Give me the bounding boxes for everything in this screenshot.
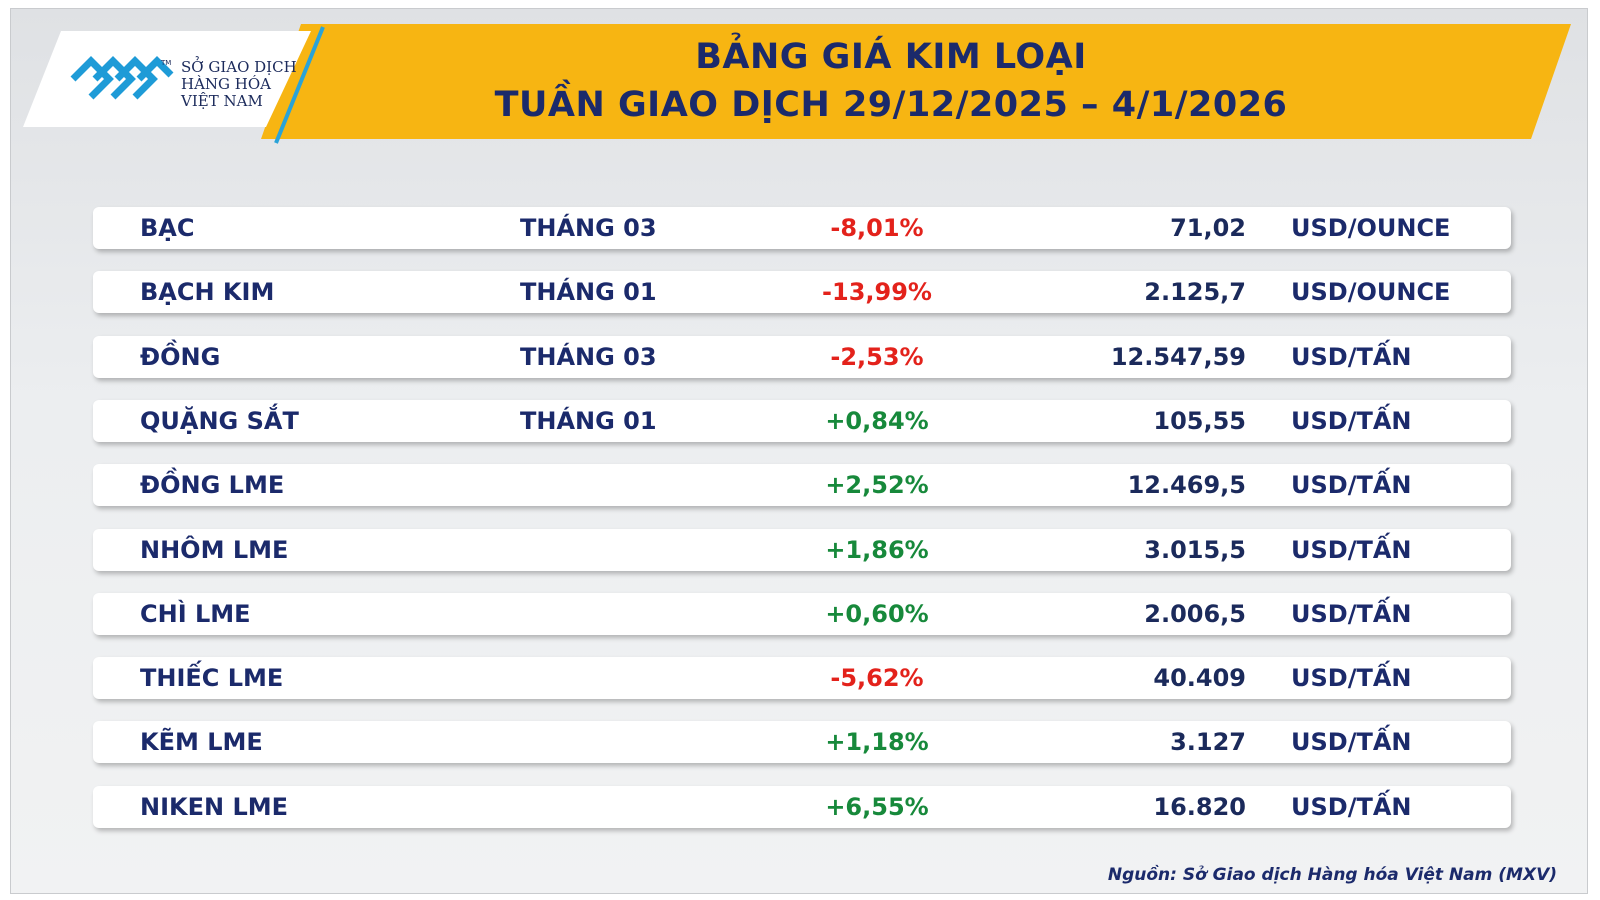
table-row: QUẶNG SẮT THÁNG 01 +0,84% 105,55 USD/TẤN: [93, 399, 1511, 442]
change-percent: -5,62%: [830, 664, 924, 693]
change-percent: +1,86%: [825, 535, 929, 564]
contract-month: THÁNG 03: [520, 342, 657, 371]
logo-panel: [23, 31, 311, 127]
change-percent: +2,52%: [825, 471, 929, 500]
contract-month: THÁNG 01: [520, 278, 657, 307]
change-percent: +0,60%: [825, 599, 929, 628]
table-row: THIẾC LME -5,62% 40.409 USD/TẤN: [93, 657, 1511, 700]
table-row: ĐỒNG LME +2,52% 12.469,5 USD/TẤN: [93, 464, 1511, 507]
commodity: ĐỒNG LME: [140, 471, 285, 500]
commodity: QUẶNG SẮT: [140, 406, 299, 435]
unit: USD/TẤN: [1291, 342, 1412, 371]
unit: USD/TẤN: [1291, 406, 1412, 435]
unit: USD/TẤN: [1291, 535, 1412, 564]
price: 3.127: [1170, 728, 1246, 757]
price: 2.125,7: [1144, 278, 1246, 307]
commodity: CHÌ LME: [140, 599, 251, 628]
accent-line: [274, 26, 325, 144]
table-row: BẠCH KIM THÁNG 01 -13,99% 2.125,7 USD/OUNCE: [93, 271, 1511, 314]
logo-text: VIỆT NAM: [181, 92, 263, 110]
logo-tm: TM: [160, 59, 171, 67]
price: 12.469,5: [1127, 471, 1246, 500]
logo-mark: [70, 56, 174, 100]
contract-month: THÁNG 01: [520, 406, 657, 435]
change-percent: -2,53%: [830, 342, 924, 371]
title: BẢNG GIÁ KIM LOẠI: [695, 37, 1087, 77]
slide: TM SỞ GIAO DỊCH HÀNG HÓA VIỆT NAM BẢNG G…: [10, 8, 1588, 894]
price: 16.820: [1153, 792, 1246, 821]
unit: USD/TẤN: [1291, 664, 1412, 693]
unit: USD/OUNCE: [1291, 214, 1451, 242]
unit: USD/OUNCE: [1291, 278, 1451, 307]
price: 2.006,5: [1144, 599, 1246, 628]
change-percent: +0,84%: [825, 406, 929, 435]
price: 12.547,59: [1110, 342, 1246, 371]
table-row: ĐỒNG THÁNG 03 -2,53% 12.547,59 USD/TẤN: [93, 335, 1511, 378]
table-row: CHÌ LME +0,60% 2.006,5 USD/TẤN: [93, 592, 1511, 635]
change-percent: +1,18%: [825, 728, 929, 757]
logo-text: HÀNG HÓA: [181, 75, 271, 93]
unit: USD/TẤN: [1291, 471, 1412, 500]
price: 71,02: [1170, 214, 1246, 242]
change-percent: -8,01%: [830, 214, 924, 242]
source-note: Nguồn: Sở Giao dịch Hàng hóa Việt Nam (M…: [1107, 865, 1557, 885]
price: 3.015,5: [1144, 535, 1246, 564]
change-percent: -13,99%: [822, 278, 932, 307]
table-row: NHÔM LME +1,86% 3.015,5 USD/TẤN: [93, 528, 1511, 571]
table-row: BẠC THÁNG 03 -8,01% 71,02 USD/OUNCE: [93, 207, 1511, 249]
unit: USD/TẤN: [1291, 792, 1412, 821]
table-row: NIKEN LME +6,55% 16.820 USD/TẤN: [93, 785, 1511, 828]
price: 105,55: [1153, 406, 1246, 435]
commodity: ĐỒNG: [140, 342, 221, 371]
unit: USD/TẤN: [1291, 728, 1412, 757]
commodity: BẠC: [140, 214, 195, 242]
header-band: TM: [23, 24, 1571, 144]
change-percent: +6,55%: [825, 792, 929, 821]
commodity: NHÔM LME: [140, 535, 289, 564]
commodity: NIKEN LME: [140, 792, 289, 821]
commodity: BẠCH KIM: [140, 278, 275, 307]
commodity: KẼM LME: [140, 728, 263, 757]
table-row: KẼM LME +1,18% 3.127 USD/TẤN: [93, 721, 1511, 764]
price: 40.409: [1153, 664, 1246, 693]
commodity: THIẾC LME: [140, 664, 284, 693]
title: TUẦN GIAO DỊCH 29/12/2025 – 4/1/2026: [494, 85, 1288, 125]
logo-text: SỞ GIAO DỊCH: [181, 58, 297, 76]
contract-month: THÁNG 03: [520, 214, 657, 242]
title-band: [261, 24, 1571, 139]
unit: USD/TẤN: [1291, 599, 1412, 628]
